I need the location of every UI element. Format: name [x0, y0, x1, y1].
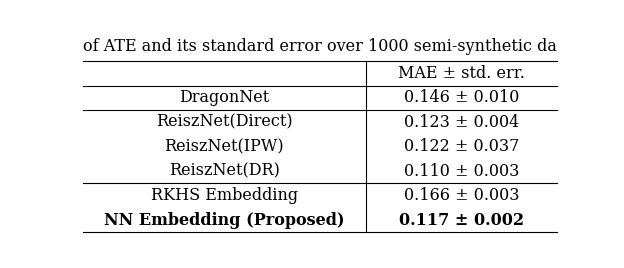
- Text: 0.122 ± 0.037: 0.122 ± 0.037: [404, 138, 519, 155]
- Text: ReiszNet(IPW): ReiszNet(IPW): [165, 138, 284, 155]
- Text: of ATE and its standard error over 1000 semi-synthetic da: of ATE and its standard error over 1000 …: [83, 38, 557, 55]
- Text: 0.123 ± 0.004: 0.123 ± 0.004: [404, 114, 519, 131]
- Text: ReiszNet(Direct): ReiszNet(Direct): [156, 114, 293, 131]
- Text: 0.166 ± 0.003: 0.166 ± 0.003: [404, 187, 519, 204]
- Text: NN Embedding (Proposed): NN Embedding (Proposed): [104, 212, 344, 229]
- Text: ReiszNet(DR): ReiszNet(DR): [169, 163, 280, 180]
- Text: MAE ± std. err.: MAE ± std. err.: [398, 65, 525, 82]
- Text: 0.117 ± 0.002: 0.117 ± 0.002: [399, 212, 524, 229]
- Text: RKHS Embedding: RKHS Embedding: [151, 187, 298, 204]
- Text: 0.146 ± 0.010: 0.146 ± 0.010: [404, 89, 519, 106]
- Text: DragonNet: DragonNet: [179, 89, 270, 106]
- Text: 0.110 ± 0.003: 0.110 ± 0.003: [404, 163, 519, 180]
